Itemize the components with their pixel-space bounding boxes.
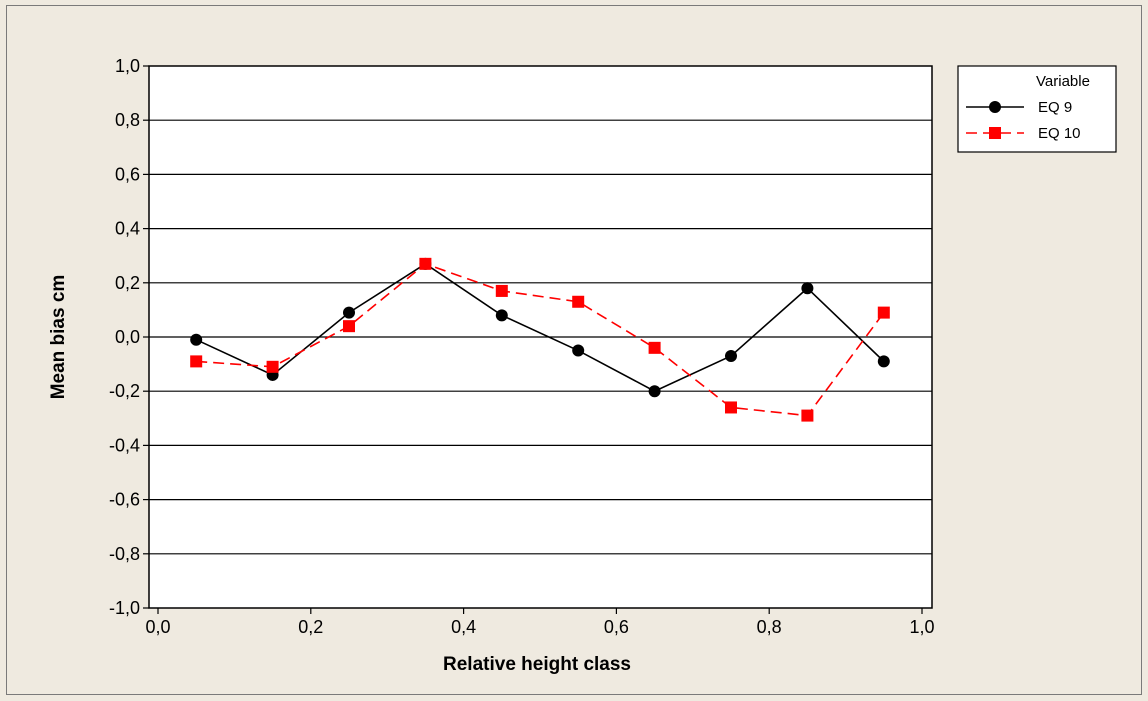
y-tick-label: -0,8 [109,544,140,564]
data-point [801,409,814,422]
data-point [725,401,737,414]
data-point [266,360,279,373]
legend-marker [989,101,1001,113]
data-point [877,355,890,368]
series-layer [190,257,890,422]
x-tick-label: 0,4 [451,617,476,637]
legend-items: EQ 9 EQ 10 [966,99,1081,142]
series-line [196,262,885,417]
x-tick-label: 1,0 [909,617,934,637]
data-point [648,385,661,398]
x-tick-label: 0,8 [757,617,782,637]
x-tick-label: 0,2 [298,617,323,637]
y-tick-label: -0,4 [109,435,140,455]
legend-label: EQ 10 [1038,125,1081,142]
x-axis: 0,0 0,2 0,4 0,6 0,8 1,0 [145,608,935,637]
series-line [195,262,885,393]
y-tick-label: 0,6 [115,164,140,184]
y-tick-label: 0,2 [115,273,140,293]
data-point [190,333,203,346]
x-tick-label: 0,0 [145,617,170,637]
data-point [495,284,508,297]
x-tick-label: 0,6 [604,617,629,637]
data-point [495,309,508,322]
data-point [877,306,890,319]
grid-lines-overlay [149,119,932,555]
data-point [190,355,203,368]
y-tick-label: -0,6 [109,490,140,510]
legend-label: EQ 9 [1038,99,1072,116]
series-eq-10 [190,257,890,422]
data-point [343,320,355,333]
y-tick-label: 1,0 [115,56,140,76]
y-tick-label: -1,0 [109,598,140,618]
legend: Variable EQ 9 EQ 10 [957,65,1117,153]
legend-item-eq-10: EQ 10 [966,125,1081,142]
data-point [801,282,814,295]
y-tick-label: 0,0 [115,327,140,347]
data-point [572,295,585,308]
y-tick-label: -0,2 [109,381,140,401]
y-tick-label: 0,4 [115,219,140,239]
data-point [648,341,661,354]
y-axis-title: Mean bias cm [48,275,69,400]
x-axis-title: Relative height class [443,654,631,675]
data-point [725,349,737,362]
data-point [572,344,585,357]
data-point [419,257,432,270]
legend-marker [989,127,1001,139]
legend-item-eq-9: EQ 9 [966,99,1072,116]
legend-title: Variable [1036,73,1090,90]
data-point [343,306,355,319]
y-axis: -1,0 -0,8 -0,6 -0,4 -0,2 0,0 0,2 0,4 0,6 0,8 1,0 [109,56,149,618]
legend-box [957,65,1117,153]
y-tick-label: 0,8 [115,110,140,130]
